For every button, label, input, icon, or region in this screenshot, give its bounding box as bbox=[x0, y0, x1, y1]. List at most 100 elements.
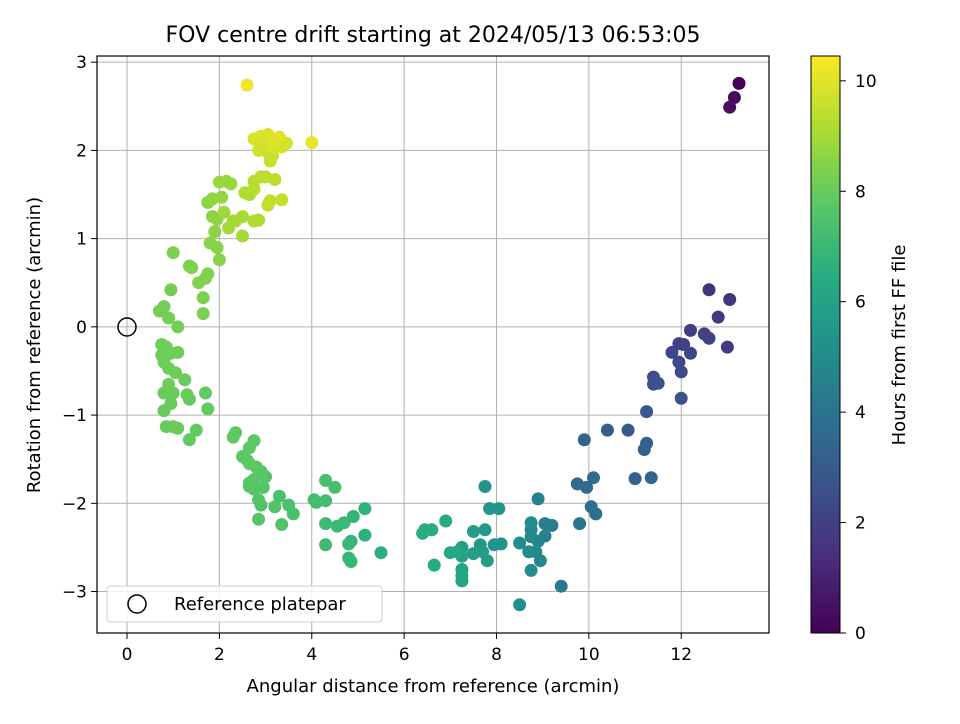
data-point bbox=[732, 76, 746, 90]
data-point bbox=[600, 423, 614, 437]
data-point bbox=[513, 536, 527, 550]
data-point bbox=[268, 173, 282, 186]
data-point bbox=[236, 450, 249, 463]
data-point bbox=[702, 283, 716, 297]
data-point bbox=[723, 293, 737, 306]
data-point bbox=[640, 405, 654, 419]
data-point bbox=[236, 210, 249, 224]
data-point bbox=[358, 528, 372, 542]
data-point bbox=[178, 373, 192, 387]
chart-title: FOV centre drift starting at 2024/05/13 … bbox=[166, 23, 701, 48]
data-point bbox=[674, 391, 688, 405]
data-point bbox=[513, 598, 527, 612]
data-point bbox=[307, 493, 321, 507]
y-axis-ticks: −3 −2 −1 0 1 2 3 bbox=[62, 53, 97, 603]
data-point bbox=[727, 91, 741, 104]
data-point bbox=[162, 311, 176, 325]
data-point bbox=[166, 246, 180, 260]
data-point bbox=[674, 365, 688, 379]
data-point bbox=[455, 574, 469, 588]
x-tick-label: 4 bbox=[306, 645, 317, 665]
legend-box bbox=[106, 585, 383, 623]
data-point bbox=[720, 340, 734, 354]
data-point bbox=[247, 434, 261, 448]
data-point bbox=[268, 500, 282, 514]
colorbar-label: Hours from first FF file bbox=[889, 245, 910, 446]
data-point bbox=[164, 397, 178, 411]
data-point bbox=[282, 498, 296, 512]
data-point bbox=[554, 579, 568, 593]
data-point bbox=[524, 530, 538, 544]
data-point bbox=[212, 253, 226, 267]
data-point bbox=[573, 517, 587, 531]
data-point bbox=[589, 507, 603, 521]
legend: Reference platepar bbox=[106, 585, 383, 623]
data-point bbox=[206, 210, 219, 224]
x-axis-ticks: 0 2 4 6 8 10 12 bbox=[122, 633, 692, 665]
data-point bbox=[189, 423, 203, 437]
y-tick-label: 3 bbox=[76, 53, 87, 73]
data-point bbox=[684, 323, 697, 337]
colorbar bbox=[810, 55, 841, 634]
legend-marker-icon bbox=[127, 594, 147, 614]
data-point bbox=[487, 538, 501, 552]
data-point bbox=[672, 355, 686, 369]
data-point bbox=[319, 538, 333, 552]
data-point bbox=[628, 472, 642, 486]
data-point bbox=[275, 518, 289, 531]
x-tick-label: 10 bbox=[578, 645, 600, 665]
data-point bbox=[702, 331, 716, 345]
data-point bbox=[155, 338, 169, 351]
data-point bbox=[443, 546, 457, 560]
data-point bbox=[182, 433, 196, 447]
data-point bbox=[524, 516, 538, 530]
x-tick-label: 12 bbox=[670, 645, 692, 665]
data-point bbox=[651, 376, 665, 390]
data-point bbox=[215, 190, 229, 204]
data-point bbox=[171, 345, 185, 359]
data-point bbox=[374, 546, 388, 560]
data-point bbox=[358, 502, 372, 516]
data-point bbox=[226, 430, 240, 444]
data-point bbox=[522, 545, 536, 559]
colorbar-tick-label: 10 bbox=[855, 72, 877, 92]
data-point bbox=[342, 537, 356, 551]
data-point bbox=[723, 100, 737, 114]
data-point bbox=[252, 512, 266, 526]
x-tick-label: 8 bbox=[491, 645, 502, 665]
colorbar-tick-label: 0 bbox=[855, 624, 866, 644]
data-point bbox=[492, 502, 506, 516]
y-tick-label: 0 bbox=[76, 318, 87, 338]
y-tick-label: −1 bbox=[62, 406, 87, 426]
x-axis-label: Angular distance from reference (arcmin) bbox=[247, 676, 620, 697]
data-point bbox=[328, 480, 342, 494]
data-point bbox=[272, 489, 286, 503]
data-point bbox=[637, 443, 651, 456]
data-point bbox=[483, 502, 497, 516]
y-tick-label: 2 bbox=[76, 141, 87, 161]
data-point bbox=[319, 517, 333, 531]
colorbar-tick-label: 8 bbox=[855, 182, 866, 202]
colorbar-ticks: 0 2 4 6 8 10 bbox=[840, 72, 877, 644]
data-point bbox=[466, 547, 480, 561]
data-point bbox=[261, 198, 275, 212]
data-point bbox=[480, 554, 494, 568]
data-point bbox=[577, 433, 591, 447]
data-point bbox=[199, 386, 212, 400]
data-point bbox=[711, 310, 725, 324]
grid bbox=[97, 56, 769, 633]
data-point bbox=[665, 345, 679, 359]
data-point bbox=[236, 229, 249, 243]
reference-marker bbox=[117, 317, 137, 337]
data-point bbox=[162, 377, 176, 391]
data-point bbox=[416, 526, 430, 540]
colorbar-tick-label: 4 bbox=[855, 403, 866, 423]
colorbar-tick-label: 6 bbox=[855, 293, 866, 313]
legend-label: Reference platepar bbox=[174, 594, 346, 615]
data-point bbox=[531, 492, 545, 506]
data-point bbox=[427, 558, 441, 572]
data-point bbox=[684, 346, 697, 360]
data-point bbox=[621, 423, 635, 437]
data-point bbox=[538, 517, 552, 531]
